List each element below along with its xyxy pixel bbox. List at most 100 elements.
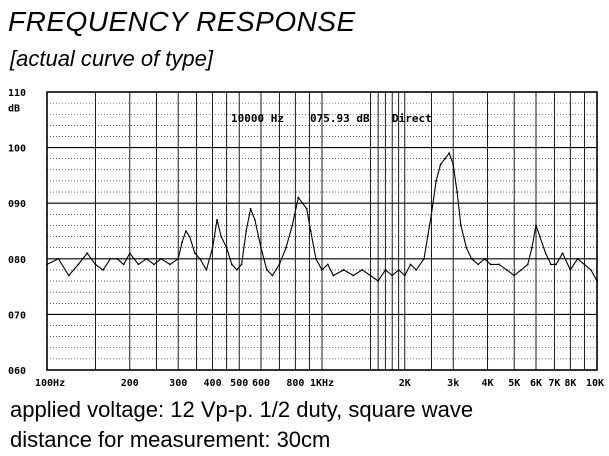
x-tick-label: 2K [399,378,411,389]
curve-point [583,263,586,266]
curve-point [520,269,523,271]
x-tick-label: 100Hz [35,378,65,389]
curve-point [452,163,455,166]
readout-level: 075.93 dB [310,112,370,125]
page-subtitle: [actual curve of type] [10,46,213,71]
curve-point [153,263,155,266]
curve-point [377,280,380,282]
curve-point [109,257,112,260]
curve-point [498,263,500,266]
y-tick-label: 060 [8,366,26,377]
curve-point [361,269,364,271]
curve-point [569,269,572,271]
curve-point [369,274,372,277]
y-tick-label: 090 [8,199,26,210]
curve-point [230,263,233,266]
curve-point [460,224,462,227]
curve-point [86,252,89,255]
x-tick-label: 200 [121,378,139,389]
curve-point [278,263,281,266]
curve-point [409,263,412,266]
curve-point [397,269,400,271]
curve-point [46,263,48,266]
curve-point [544,252,547,255]
readout-frequency: 10000 Hz [231,112,284,125]
curve-point [309,230,312,232]
curve-point [102,269,105,271]
curve-point [555,263,557,266]
curve-point [301,202,304,205]
curve-point [391,274,394,277]
curve-point [177,257,180,260]
curve-point [188,235,191,238]
curve-point [249,207,252,210]
curve-point [332,274,335,277]
curve-point [145,257,148,260]
curve-point [513,274,516,277]
curve-point [297,196,300,199]
distance-note: distance for measurement: 30cm [10,427,331,452]
curve-point [465,246,468,249]
curve-point [291,224,294,227]
curve-point [260,246,262,249]
x-tick-label: 600 [252,378,270,389]
curve-point [185,230,187,232]
curve-point [211,246,214,249]
curve-point [169,263,171,266]
curve-point [439,163,442,166]
curve-point [456,191,459,193]
page-title: FREQUENCY RESPONSE [8,6,356,37]
curve-point [205,269,208,271]
y-tick-label: 110 [8,88,26,99]
curve-point [240,263,243,266]
y-tick-label: 070 [8,310,26,321]
curve-point [235,269,238,271]
y-tick-label: 080 [8,255,26,266]
curve-point [430,213,433,216]
curve-point [415,269,418,271]
curve-point [321,269,323,271]
curve-point [67,274,70,277]
x-tick-label: 800 [286,378,304,389]
curve-point [470,257,473,260]
x-tick-label: 5K [508,378,520,389]
curve-point [57,257,60,260]
curve-point [94,263,97,266]
x-tick-label: 3k [447,378,459,389]
curve-point [245,230,248,232]
curve-point [314,257,317,260]
curve-point [128,252,131,255]
curve-point [305,207,308,210]
y-axis-label: dB [8,104,20,115]
curve-point [326,263,329,266]
curve-point [423,257,425,260]
curve-point [253,218,256,221]
y-tick-label: 100 [8,144,26,155]
curve-point [505,269,508,271]
x-tick-label: 400 [204,378,222,389]
curve-point [535,224,537,227]
curve-point [216,218,218,221]
curve-point [561,252,564,255]
x-tick-label: 1KHz [310,378,334,389]
x-tick-label: 300 [169,378,187,389]
curve-point [352,274,355,277]
curve-point [122,263,125,266]
frequency-response-chart: 110 100 090 080 070 060 dB 100Hz 200 300 400 500 600… [8,88,604,389]
curve-point [531,246,533,249]
curve-point [539,235,541,238]
curve-point [194,252,196,255]
curve-point [576,257,579,260]
curve-point [137,263,140,266]
curve-point [435,180,438,182]
curve-point [489,263,492,266]
plot-frame [46,91,598,371]
curve-point [384,269,387,271]
curve-point [271,274,274,277]
curve-point [199,257,201,260]
curve-point [550,263,552,266]
curve-point [589,269,592,271]
curve-point [225,246,228,249]
curve-point [285,246,287,249]
curve-point [160,257,163,260]
